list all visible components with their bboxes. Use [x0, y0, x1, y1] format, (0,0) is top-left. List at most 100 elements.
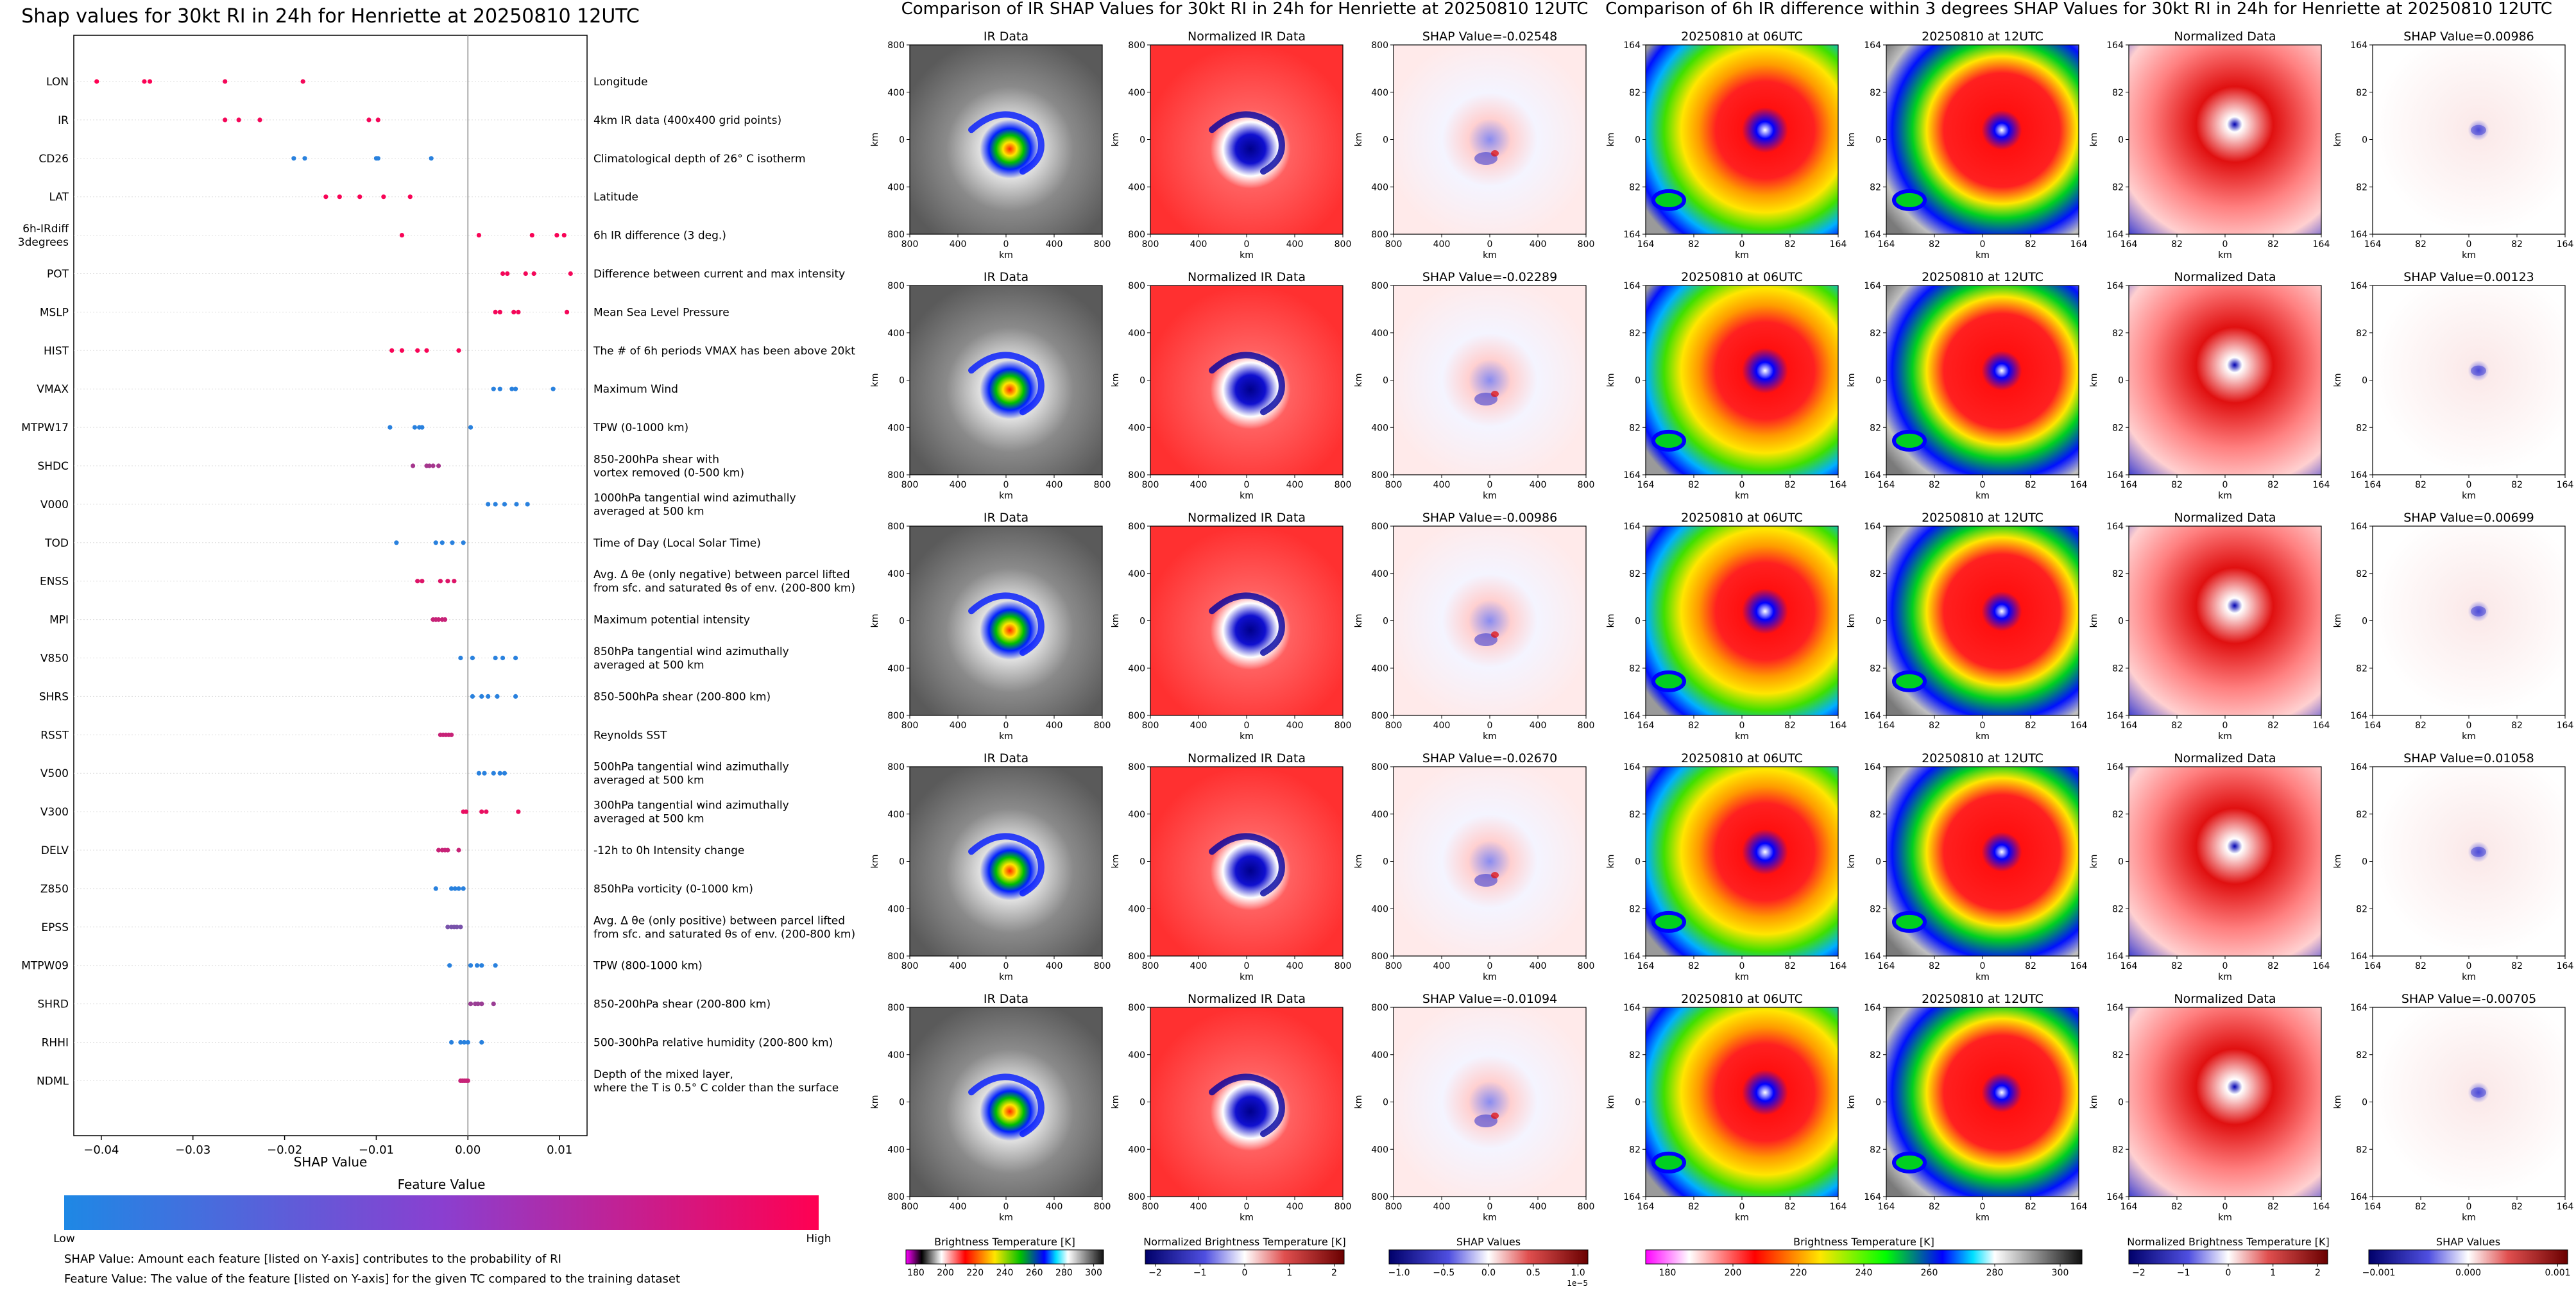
shap-point	[458, 925, 463, 930]
x-tick-label: 0	[1003, 961, 1009, 971]
image-panel: 20250810 at 06UTC1641648282008282164164k…	[1606, 270, 1847, 501]
y-tick-label: 800	[1371, 230, 1388, 240]
y-tick-label: 164	[1864, 281, 1881, 291]
x-tick-label: −0.03	[175, 1143, 210, 1157]
feature-name-label: LAT	[49, 191, 69, 204]
y-tick-label: 82	[2112, 88, 2124, 98]
feature-row: HIST The # of 6h periods VMAX has been ab…	[44, 345, 855, 357]
shap-negative-blob	[1474, 874, 1497, 887]
y-tick-label: 0	[2362, 135, 2367, 146]
island-feature	[1651, 1151, 1686, 1174]
shap-point	[470, 694, 475, 699]
panel-title: SHAP Value=-0.01094	[1422, 992, 1557, 1006]
y-tick-label: 82	[1870, 329, 1881, 339]
y-tick-label: 400	[1128, 1145, 1145, 1155]
y-tick-label: 82	[2112, 1145, 2124, 1155]
shap-point	[475, 1002, 481, 1007]
shap-point	[381, 194, 386, 200]
image-panel: 20250810 at 06UTC1641648282008282164164k…	[1606, 30, 1847, 260]
y-tick-label: 164	[1623, 762, 1641, 773]
feature-description-label: 4km IR data (400x400 grid points)	[593, 114, 781, 127]
shap-point	[497, 386, 502, 391]
x-tick-label: 0	[2466, 721, 2472, 731]
x-tick-label: 164	[2313, 961, 2330, 971]
x-tick-label: 400	[1286, 1202, 1304, 1212]
ir-image-grid: IR Data80080040040000400400800800kmkmNor…	[870, 30, 1594, 1223]
shap-point	[568, 271, 573, 277]
shap-point	[431, 463, 436, 468]
colorbar-tick-label: 1	[2270, 1268, 2276, 1278]
y-tick-label: 400	[887, 88, 905, 98]
shap-point	[438, 579, 443, 584]
y-tick-label: 0	[1875, 1098, 1881, 1108]
x-tick-label: 400	[1286, 721, 1304, 731]
x-tick-label: 800	[1142, 721, 1159, 731]
shap-point	[511, 309, 516, 314]
x-tick-label: 164	[2557, 480, 2574, 490]
x-tick-label: 0	[1980, 961, 1986, 971]
x-tick-label: 164	[2070, 1202, 2088, 1212]
x-tick-label: 82	[2171, 239, 2183, 250]
shap-point	[142, 79, 147, 84]
feature-name-label: RSST	[40, 729, 69, 742]
panel-image	[2129, 286, 2321, 475]
panel-image	[2129, 45, 2321, 234]
x-axis-unit-label: km	[1240, 972, 1254, 982]
image-panel: SHAP Value=0.006991641648282008282164164…	[2333, 511, 2573, 742]
x-tick-label: 82	[2171, 961, 2183, 971]
x-tick-label: 82	[2025, 961, 2036, 971]
x-tick-label: 164	[2364, 961, 2382, 971]
y-tick-label: 800	[887, 952, 905, 962]
feature-description-label: Maximum Wind	[593, 383, 678, 396]
y-tick-label: 164	[2350, 952, 2367, 962]
y-axis-unit-label: km	[1354, 614, 1364, 628]
x-tick-label: 82	[2267, 1202, 2279, 1212]
x-tick-label: 400	[950, 721, 967, 731]
panel-title: SHAP Value=-0.02289	[1422, 270, 1557, 284]
shap-point	[468, 425, 473, 430]
x-tick-label: 164	[1637, 1202, 1655, 1212]
feature-name-label: 3degrees	[18, 236, 69, 249]
y-tick-label: 800	[1128, 711, 1145, 721]
x-tick-label: 800	[1335, 480, 1352, 490]
x-tick-label: 0	[1739, 961, 1745, 971]
colorbar-tick-label: 2	[2315, 1268, 2321, 1278]
x-tick-label: 164	[2070, 721, 2088, 731]
image-panel: SHAP Value=0.010581641648282008282164164…	[2333, 751, 2573, 982]
colorbar-gradient	[2128, 1249, 2328, 1265]
colorbar-tick-label: 220	[966, 1268, 984, 1278]
feature-name-label: SHRD	[38, 998, 69, 1011]
feature-description-label: TPW (0-1000 km)	[593, 422, 688, 434]
y-tick-label: 82	[2356, 663, 2367, 674]
feature-row: V000 1000hPa tangential wind azimuthallya…	[40, 491, 796, 518]
y-tick-label: 0	[899, 1098, 905, 1108]
y-tick-label: 0	[2362, 376, 2367, 386]
feature-description-label: 500hPa tangential wind azimuthally	[593, 761, 789, 774]
x-tick-label: 164	[1878, 1202, 1895, 1212]
x-tick-label: 800	[901, 480, 919, 490]
x-tick-label: 164	[2364, 239, 2382, 250]
shap-point	[463, 809, 469, 814]
y-tick-label: 82	[1870, 569, 1881, 579]
y-tick-label: 0	[2118, 857, 2124, 867]
y-tick-label: 82	[2112, 810, 2124, 820]
panel-image	[2129, 1007, 2321, 1197]
x-axis-unit-label: km	[2218, 972, 2232, 982]
x-tick-label: 82	[1784, 1202, 1796, 1212]
x-tick-label: 400	[1433, 480, 1451, 490]
shap-negative-blob	[2471, 124, 2486, 135]
colorbar-gradient	[1145, 1249, 1345, 1265]
x-tick-label: 82	[2267, 721, 2279, 731]
feature-description-label: 850hPa tangential wind azimuthally	[593, 645, 789, 658]
y-tick-label: 82	[1870, 904, 1881, 914]
feature-name-label: HIST	[44, 345, 69, 357]
x-tick-label: 164	[1830, 721, 1847, 731]
feature-description-label: Maximum potential intensity	[593, 614, 750, 627]
island-feature	[1892, 1151, 1927, 1174]
feature-row: RSST Reynolds SST	[40, 729, 667, 742]
x-tick-label: 0	[1980, 721, 1986, 731]
x-tick-label: 82	[2511, 961, 2523, 971]
colorbar-tick-label: 240	[1855, 1268, 1873, 1278]
y-axis-unit-label: km	[870, 373, 880, 388]
y-tick-label: 164	[2106, 952, 2124, 962]
